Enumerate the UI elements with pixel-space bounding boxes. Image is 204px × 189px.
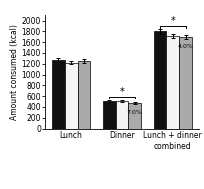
Bar [128, 103, 140, 129]
Bar [178, 37, 191, 129]
Bar [115, 101, 128, 129]
Text: 7.0%: 7.0% [126, 110, 142, 115]
Bar [153, 31, 166, 129]
Text: 4.0%: 4.0% [177, 44, 193, 49]
Bar [52, 60, 64, 129]
Text: *: * [170, 16, 174, 26]
Text: *: * [119, 87, 124, 97]
Bar [166, 36, 178, 129]
Y-axis label: Amount consumed (kcal): Amount consumed (kcal) [10, 24, 19, 120]
Bar [64, 63, 77, 129]
Bar [77, 61, 90, 129]
Bar [102, 101, 115, 129]
